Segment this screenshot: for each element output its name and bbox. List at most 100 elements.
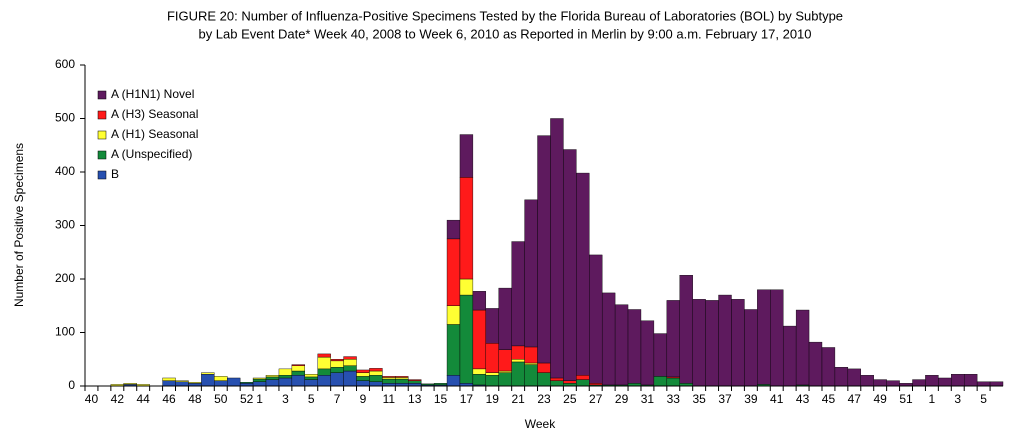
chart-title: by Lab Event Date* Week 40, 2008 to Week…: [198, 26, 811, 41]
bar-segment: [356, 380, 370, 387]
bar-segment: [382, 377, 396, 380]
x-tick-label: 46: [162, 392, 176, 406]
x-tick-label: 15: [434, 392, 448, 406]
bar-segment: [770, 289, 784, 387]
bar-segment: [912, 379, 926, 387]
bar-segment: [795, 309, 810, 386]
bar-segment: [498, 370, 512, 373]
x-tick-label: 1: [929, 392, 936, 406]
legend-swatch: [97, 150, 107, 160]
bar-segment: [472, 291, 487, 311]
bar-segment: [808, 341, 823, 387]
bar-segment: [718, 294, 732, 387]
legend-label: A (H1N1) Novel: [111, 87, 194, 101]
bar-segment: [886, 380, 900, 387]
bar-segment: [666, 377, 680, 387]
bar-segment: [459, 294, 474, 384]
bar-segment: [239, 382, 254, 384]
bar-segment: [757, 289, 771, 385]
bar-segment: [201, 372, 215, 375]
x-tick-label: 3: [954, 392, 961, 406]
bar-segment: [252, 378, 267, 382]
bar-segment: [369, 368, 383, 372]
bar-segment: [291, 365, 306, 372]
bar-segment: [472, 309, 487, 370]
bar-segment: [653, 333, 668, 377]
x-tick-label: 48: [188, 392, 202, 406]
x-tick-label: 35: [692, 392, 706, 406]
bar-segment: [162, 380, 176, 387]
bar-segment: [537, 135, 551, 364]
bar-segment: [472, 374, 487, 386]
bar-segment: [330, 360, 344, 368]
bar-segment: [498, 349, 512, 372]
bar-segment: [343, 370, 357, 387]
bar-segment: [498, 372, 512, 387]
bar-segment: [627, 309, 642, 384]
x-tick-label: 19: [486, 392, 500, 406]
bar-segment: [576, 379, 590, 387]
x-tick-label: 27: [589, 392, 603, 406]
x-tick-label: 49: [873, 392, 887, 406]
bar-segment: [731, 299, 745, 387]
bar-segment: [330, 372, 344, 387]
bar-segment: [291, 375, 306, 387]
bar-segment: [563, 149, 577, 381]
bar-segment: [304, 379, 318, 387]
y-tick-label: 0: [68, 378, 75, 392]
bar-segment: [214, 376, 228, 381]
bar-segment: [188, 382, 202, 384]
x-tick-label: 44: [137, 392, 151, 406]
y-tick-label: 500: [55, 111, 75, 125]
bar-segment: [834, 367, 849, 387]
y-tick-label: 100: [55, 325, 75, 339]
bar-segment: [265, 376, 280, 380]
bar-segment: [653, 376, 668, 387]
bar-segment: [330, 359, 344, 362]
bar-segment: [614, 304, 629, 386]
bar-segment: [782, 325, 797, 387]
bar-segment: [433, 383, 448, 386]
bar-segment: [201, 374, 215, 387]
bar-segment: [705, 300, 719, 387]
bar-segment: [278, 368, 293, 376]
x-tick-label: 13: [408, 392, 422, 406]
bar-segment: [408, 380, 422, 384]
bar-segment: [395, 378, 409, 384]
bar-segment: [860, 375, 874, 387]
bar-segment: [524, 362, 538, 365]
x-tick-label: 41: [770, 392, 784, 406]
bar-segment: [330, 367, 344, 373]
bar-segment: [692, 299, 706, 387]
bar-segment: [317, 375, 331, 387]
x-tick-label: 17: [460, 392, 474, 406]
bar-segment: [162, 377, 176, 381]
bar-segment: [576, 375, 590, 380]
x-tick-label: 43: [796, 392, 810, 406]
bar-segment: [369, 381, 383, 387]
legend-swatch: [97, 170, 107, 180]
bar-segment: [550, 380, 564, 387]
bar-segment: [265, 375, 280, 378]
bar-segment: [291, 364, 306, 366]
x-tick-label: 5: [980, 392, 987, 406]
bar-segment: [123, 383, 137, 385]
legend-swatch: [97, 90, 107, 100]
x-tick-label: 45: [822, 392, 836, 406]
bar-segment: [317, 353, 331, 358]
bar-segment: [989, 381, 1004, 387]
x-tick-label: 25: [563, 392, 577, 406]
legend-swatch: [97, 130, 107, 140]
bar-segment: [175, 381, 189, 387]
bar-segment: [175, 380, 189, 382]
x-tick-label: 33: [667, 392, 681, 406]
bar-segment: [356, 369, 370, 373]
x-tick-label: 37: [718, 392, 732, 406]
bar-segment: [576, 172, 590, 376]
bar-segment: [485, 343, 499, 373]
bar-segment: [498, 287, 512, 350]
bar-segment: [925, 375, 939, 387]
bar-segment: [252, 377, 267, 380]
bar-segment: [550, 118, 564, 379]
bar-segment: [227, 377, 241, 387]
